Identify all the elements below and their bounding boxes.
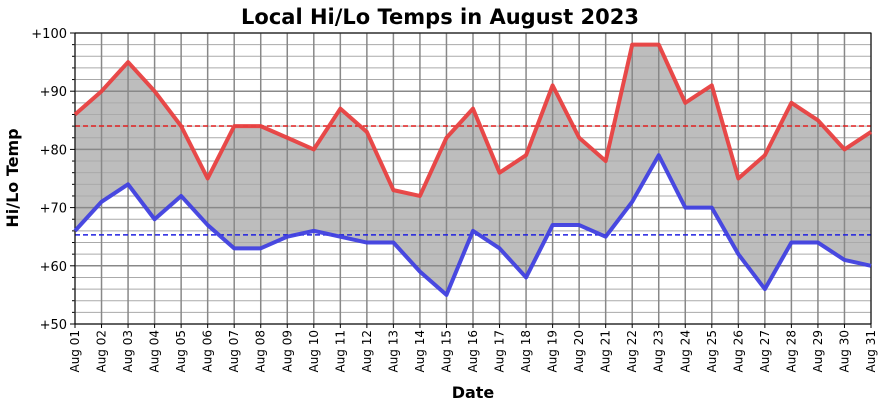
x-tick-label: Aug 20 bbox=[572, 330, 586, 373]
x-tick-label: Aug 12 bbox=[360, 330, 374, 373]
x-tick-label: Aug 03 bbox=[121, 330, 135, 373]
x-tick-label: Aug 08 bbox=[254, 330, 268, 373]
x-tick-label: Aug 13 bbox=[386, 330, 400, 373]
x-tick-label: Aug 01 bbox=[68, 330, 82, 373]
series-line bbox=[73, 153, 872, 297]
series-line bbox=[73, 42, 873, 198]
x-tick-label: Aug 09 bbox=[280, 330, 294, 373]
x-tick-label: Aug 25 bbox=[705, 330, 719, 373]
x-tick-label: Aug 30 bbox=[837, 330, 851, 373]
x-tick-label: Aug 10 bbox=[307, 330, 321, 373]
x-tick-label: Aug 26 bbox=[731, 330, 745, 373]
x-tick-label: Aug 28 bbox=[784, 330, 798, 373]
x-tick-label: Aug 14 bbox=[413, 330, 427, 373]
x-tick-label: Aug 06 bbox=[201, 330, 215, 373]
y-tick-label: +80 bbox=[40, 143, 67, 158]
y-axis-label: Hi/Lo Temp bbox=[3, 128, 22, 227]
x-tick-label: Aug 17 bbox=[493, 330, 507, 373]
x-tick-label: Aug 18 bbox=[519, 330, 533, 373]
x-tick-label: Aug 23 bbox=[652, 330, 666, 373]
x-tick-label: Aug 07 bbox=[227, 330, 241, 373]
x-tick-label: Aug 02 bbox=[95, 330, 109, 373]
y-tick-label: +70 bbox=[40, 202, 67, 217]
plot-frame bbox=[74, 32, 872, 325]
x-tick-label: Aug 15 bbox=[439, 330, 453, 373]
x-tick-label: Aug 16 bbox=[466, 330, 480, 373]
x-tick-label: Aug 22 bbox=[625, 330, 639, 373]
x-tick-label: Aug 11 bbox=[333, 330, 347, 373]
x-tick-label: Aug 04 bbox=[148, 330, 162, 373]
x-tick-label: Aug 29 bbox=[811, 330, 825, 373]
x-tick-label: Aug 31 bbox=[864, 330, 878, 373]
x-tick-label: Aug 19 bbox=[546, 330, 560, 373]
y-tick-label: +100 bbox=[31, 27, 67, 42]
y-tick-label: +60 bbox=[40, 260, 67, 275]
x-axis-label: Date bbox=[452, 383, 495, 400]
x-tick-label: Aug 24 bbox=[678, 330, 692, 373]
x-tick-label: Aug 27 bbox=[758, 330, 772, 373]
x-tick-label: Aug 05 bbox=[174, 330, 188, 373]
y-tick-label: +50 bbox=[40, 318, 67, 333]
x-tick-label: Aug 21 bbox=[599, 330, 613, 373]
chart-title: Local Hi/Lo Temps in August 2023 bbox=[241, 5, 639, 29]
y-tick-label: +90 bbox=[40, 85, 67, 100]
